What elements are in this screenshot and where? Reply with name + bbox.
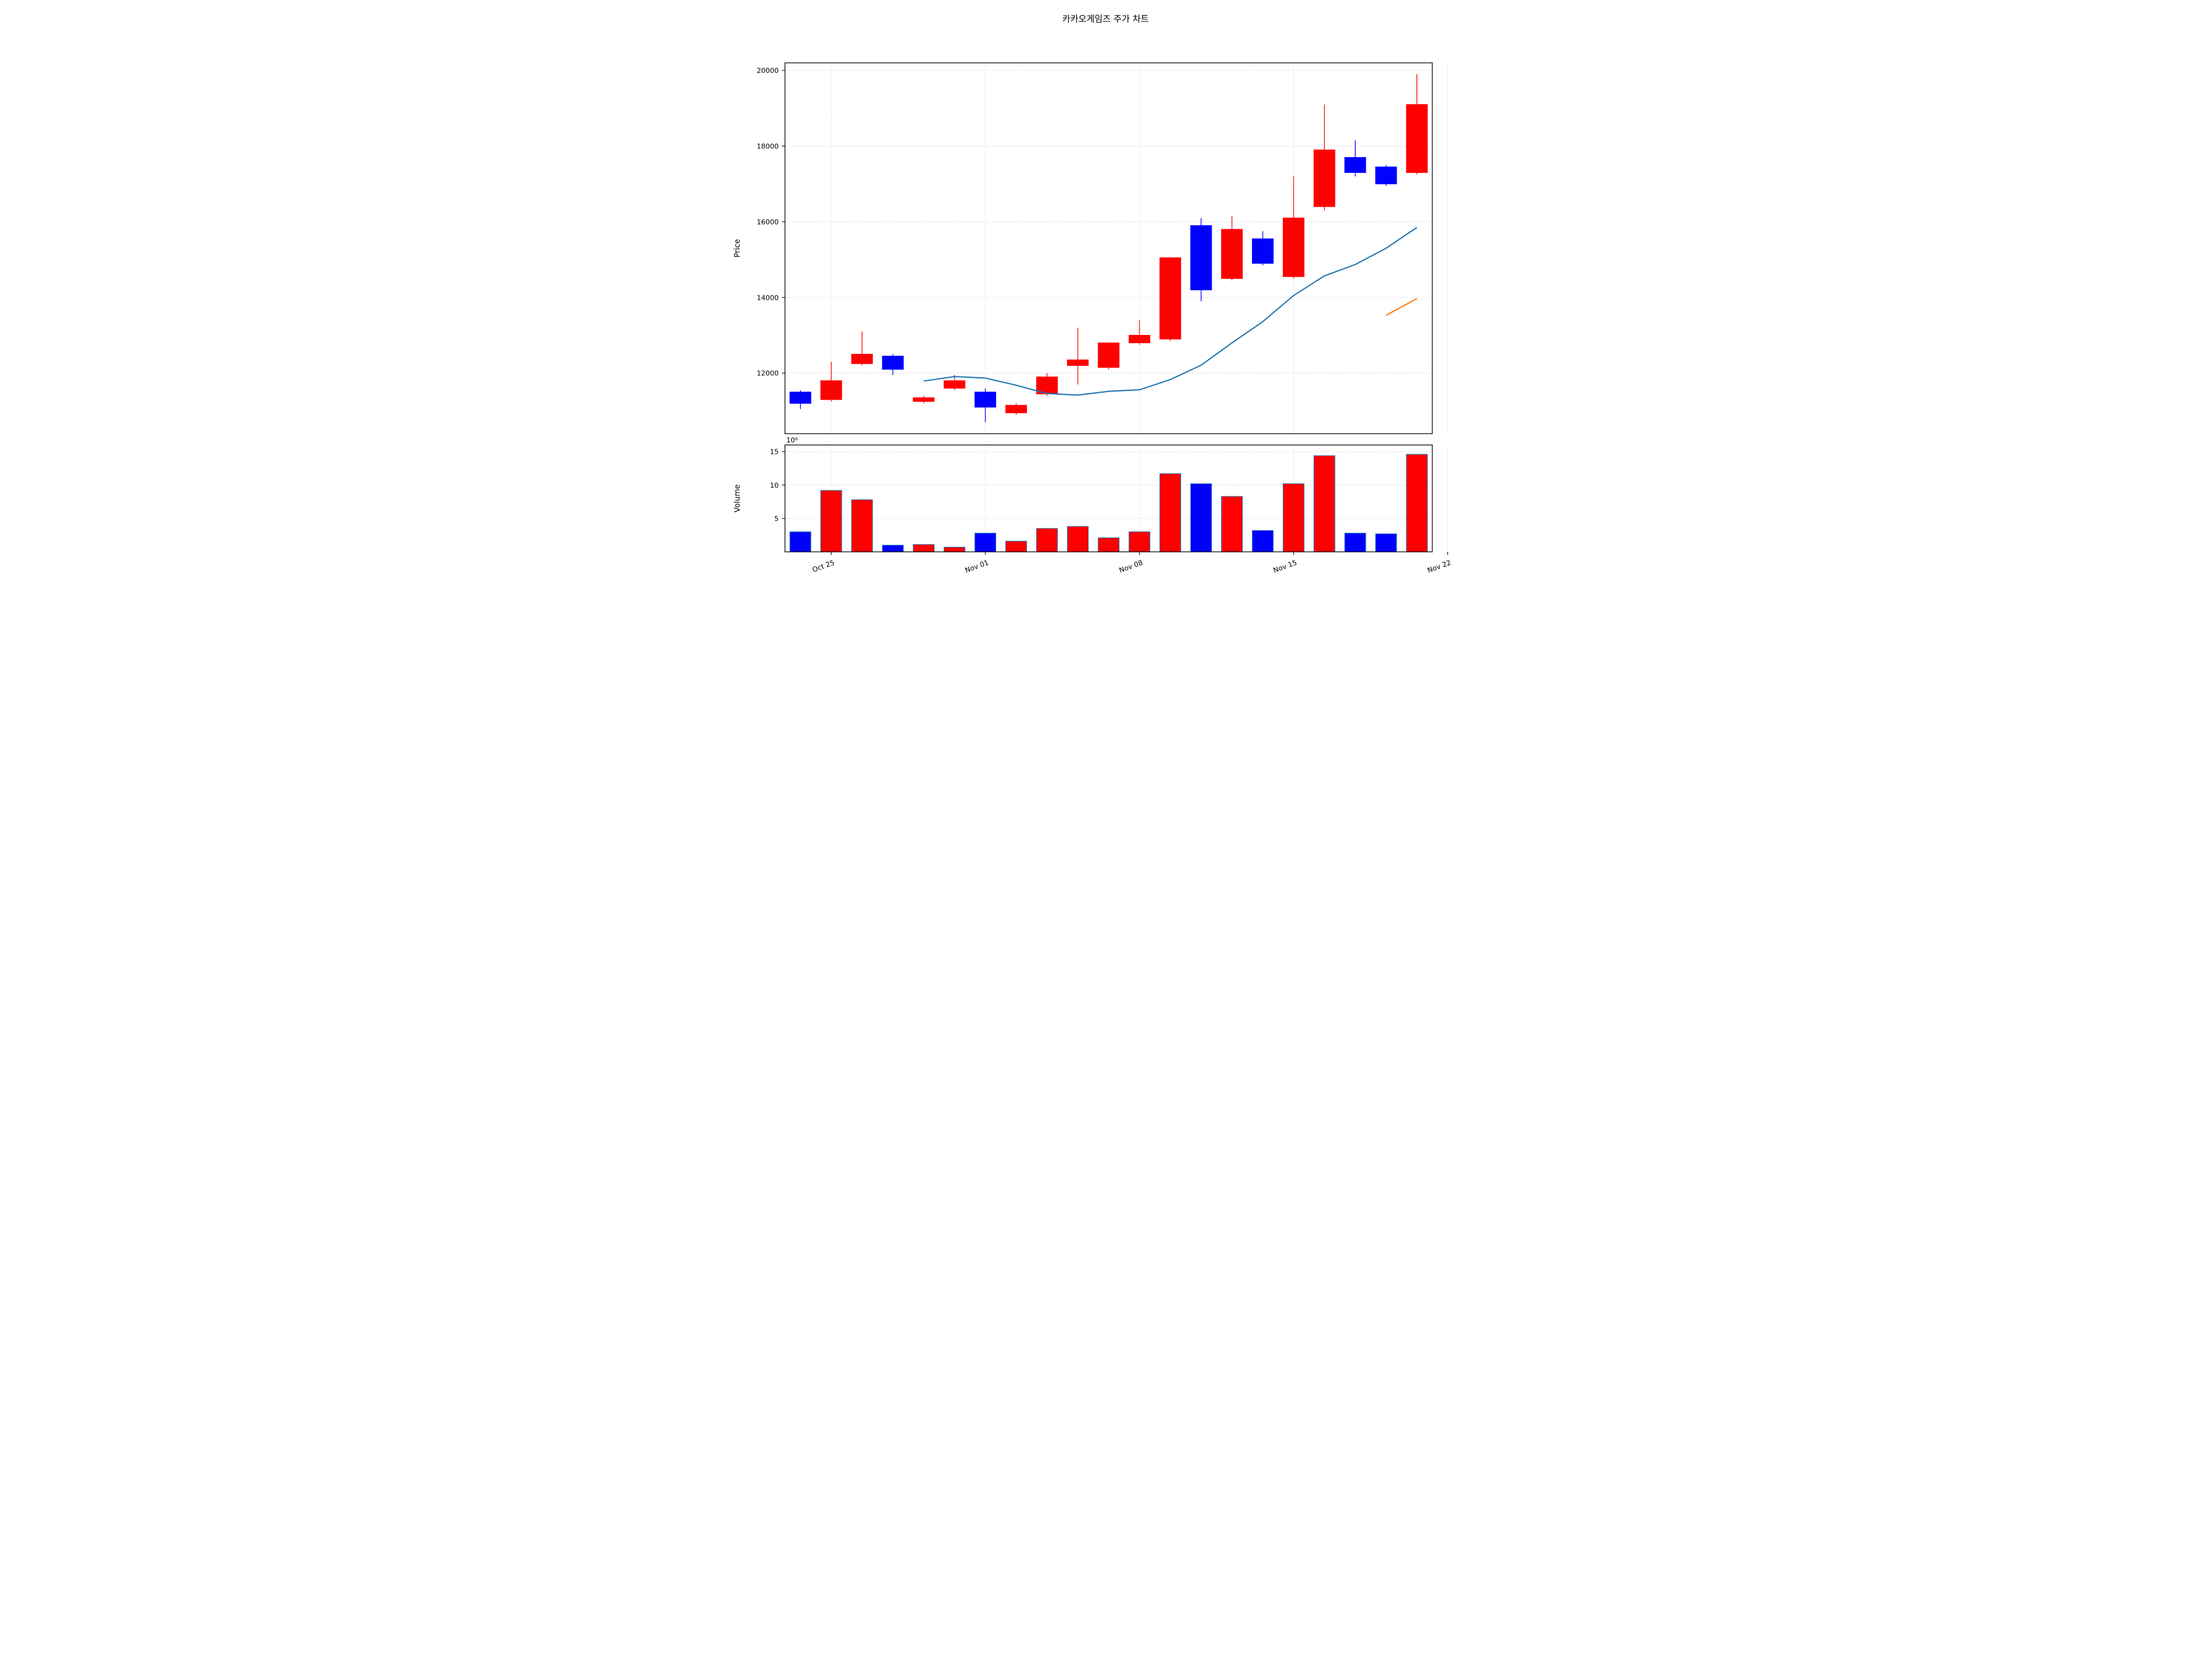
- x-tick-label: Nov 15: [1272, 559, 1298, 575]
- volume-bar: [1314, 456, 1335, 552]
- candle-body: [790, 392, 811, 404]
- price-tick-label: 16000: [757, 218, 779, 226]
- candle-body: [1253, 239, 1273, 263]
- volume-bar: [790, 532, 811, 552]
- volume-bar: [1283, 484, 1304, 552]
- x-tick-label: Nov 01: [964, 559, 990, 575]
- volume-bar: [1160, 474, 1180, 552]
- volume-bar: [1407, 454, 1427, 552]
- candle-body: [1067, 360, 1088, 366]
- x-tick-label: Oct 25: [811, 559, 836, 574]
- candle-body: [1407, 104, 1427, 172]
- price-panel: 12000 14000 16000 18000 20000 Price: [733, 63, 1448, 434]
- volume-bar: [1345, 533, 1366, 552]
- volume-bar: [1222, 497, 1243, 552]
- x-axis: Oct 25 Nov 01 Nov 08 Nov 15 Nov 22: [811, 552, 1451, 574]
- candle-body: [1314, 150, 1335, 206]
- volume-bar: [1036, 529, 1057, 552]
- volume-bar: [1129, 532, 1149, 552]
- price-tick-label: 20000: [757, 67, 779, 75]
- volume-bar: [821, 490, 842, 552]
- volume-bar: [975, 533, 996, 552]
- price-tick-label: 12000: [757, 370, 779, 378]
- price-frame: [785, 63, 1432, 434]
- candle-body: [1283, 218, 1304, 277]
- price-tick-label: 14000: [757, 294, 779, 302]
- candle-body: [1129, 335, 1149, 343]
- volume-panel: 5 10 15 Volume 10⁶: [733, 436, 1448, 552]
- candle-body: [1376, 167, 1396, 184]
- candle-body: [975, 392, 996, 407]
- candle-body: [852, 354, 872, 364]
- candle-body: [1098, 343, 1119, 368]
- volume-bar: [882, 545, 903, 552]
- volume-bar: [1006, 541, 1026, 552]
- volume-bar: [1376, 534, 1396, 552]
- volume-bar: [1067, 527, 1088, 552]
- ma-line-20: [1386, 299, 1417, 315]
- volume-bar: [1253, 530, 1273, 552]
- volume-bar: [1190, 484, 1211, 552]
- candle-body: [1222, 229, 1243, 278]
- price-axis-label: Price: [733, 239, 742, 257]
- volume-bar: [944, 547, 965, 552]
- x-tick-label: Nov 08: [1118, 559, 1144, 575]
- candle-body: [1006, 405, 1026, 413]
- volume-bar: [1098, 538, 1119, 552]
- chart-title: 카카오게임즈 주가 차트: [728, 13, 1483, 25]
- volume-exponent-label: 10⁶: [786, 436, 798, 444]
- x-tick-label: Nov 22: [1426, 559, 1451, 575]
- volume-tick-label: 5: [774, 515, 779, 523]
- candlestick-chart: 12000 14000 16000 18000 20000 Price 5 10 15 Volum…: [728, 57, 1451, 610]
- candle-body: [1345, 158, 1366, 173]
- candle-body: [913, 398, 934, 402]
- candle-body: [882, 356, 903, 370]
- price-tick-label: 18000: [757, 142, 779, 150]
- volume-bar: [852, 500, 872, 552]
- candle-body: [1190, 226, 1211, 290]
- volume-axis-label: Volume: [733, 485, 742, 513]
- volume-tick-label: 15: [770, 448, 779, 456]
- volume-tick-label: 10: [770, 481, 779, 490]
- candle-body: [944, 381, 965, 388]
- volume-bar: [913, 544, 934, 552]
- candle-body: [821, 381, 842, 400]
- candle-body: [1160, 258, 1180, 339]
